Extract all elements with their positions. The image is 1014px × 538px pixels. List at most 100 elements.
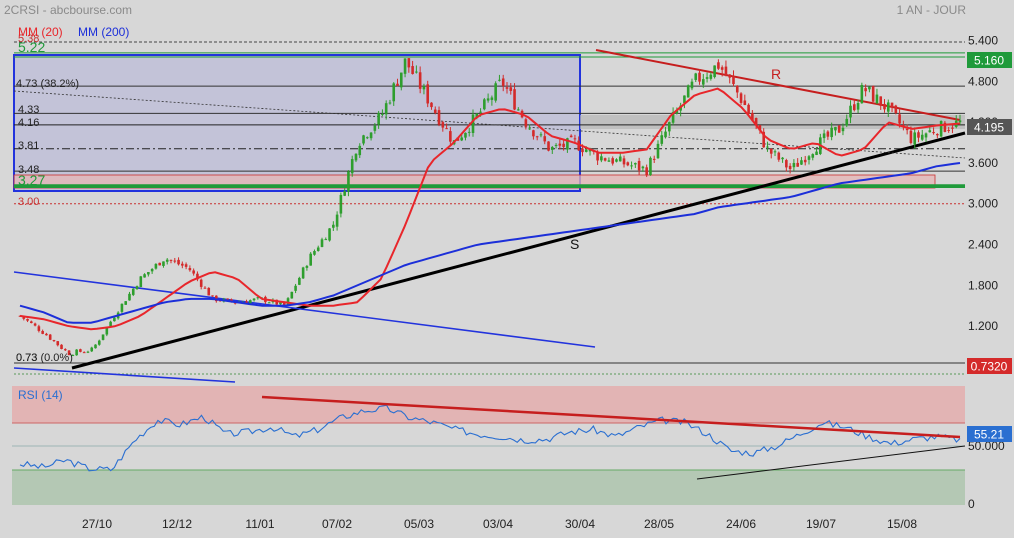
rsi-panel-overbought: [12, 386, 965, 423]
candle-body: [332, 224, 335, 228]
candle-body: [30, 321, 33, 323]
candle-body: [392, 83, 396, 102]
candle-body: [841, 127, 845, 132]
candle-body: [45, 333, 48, 336]
candle-body: [837, 125, 841, 133]
support-line: [71, 131, 966, 370]
candle-body: [169, 259, 173, 261]
candle-body: [290, 291, 294, 299]
candle-body: [875, 94, 879, 104]
candle-body: [430, 102, 433, 108]
candle-body: [248, 300, 252, 304]
candle-body: [94, 344, 97, 349]
candle-body: [890, 102, 894, 108]
candle-body: [581, 148, 584, 153]
rsi-title: RSI (14): [18, 388, 63, 402]
down-channel-line: [13, 367, 236, 383]
badge-last-text: 4.195: [974, 121, 1004, 135]
candle-body: [335, 214, 339, 227]
moving-averages: [19, 87, 961, 331]
badge-low-text: 0.7320: [971, 360, 1008, 374]
candle-body: [917, 132, 920, 138]
candle-body: [671, 112, 675, 123]
rsi-lines: [19, 395, 966, 480]
level-label: 3.81: [18, 140, 39, 152]
candle-body: [471, 114, 475, 133]
candle-body: [192, 270, 195, 274]
candle-body: [418, 72, 422, 89]
candle-body: [769, 148, 773, 154]
candle-body: [705, 77, 709, 79]
candle-body: [558, 143, 562, 146]
candle-body: [79, 349, 82, 352]
candle-body: [490, 97, 494, 100]
candle-body: [641, 166, 645, 169]
candle-body: [86, 351, 90, 353]
candle-body: [951, 127, 954, 129]
candle-body: [52, 340, 56, 342]
candle-body: [562, 143, 565, 147]
candle-body: [864, 88, 867, 92]
candle-body: [324, 239, 328, 241]
candle-body: [834, 127, 837, 131]
candle-body: [347, 171, 350, 192]
support-label: S: [570, 236, 579, 252]
price-tick: 1.200: [968, 319, 998, 333]
candle-body: [75, 349, 78, 356]
level-labels: 5.385.22 4.73 (38.2%) 4.334.16 3.81 3.483.27…: [16, 33, 79, 364]
candle-body: [652, 158, 656, 160]
level-label: 5.22: [18, 39, 45, 55]
candle-body: [82, 352, 86, 354]
rsi-resistance-line: [261, 395, 961, 439]
candle-body: [199, 279, 203, 287]
candle-body: [913, 132, 916, 145]
candle-body: [920, 134, 924, 140]
candle-body: [196, 273, 199, 280]
candle-body: [909, 130, 913, 143]
candle-body: [656, 143, 660, 159]
candle-body: [362, 135, 365, 144]
rsi-line: [19, 404, 961, 472]
consolidation-box: [13, 54, 581, 192]
date-tick: 27/10: [82, 517, 112, 531]
candle-body: [871, 86, 875, 102]
candle-body: [184, 264, 188, 267]
price-tick: 3.000: [968, 197, 998, 211]
candle-body: [626, 162, 630, 166]
candle-body: [947, 129, 950, 131]
candle-body: [124, 301, 128, 305]
rsi-tick-0: 0: [968, 497, 975, 511]
date-tick: 03/04: [483, 517, 513, 531]
candle-body: [256, 297, 260, 299]
candle-body: [524, 119, 528, 127]
candle-body: [634, 162, 637, 165]
candle-body: [781, 157, 784, 160]
candle-body: [566, 138, 569, 150]
candle-body: [97, 340, 101, 345]
candle-body: [286, 298, 290, 305]
level-label: 3.27: [18, 172, 45, 188]
candle-body: [158, 262, 161, 266]
candle-body: [301, 267, 305, 279]
legend-ma20: MM (20): [18, 25, 63, 39]
candle-body: [928, 130, 932, 133]
candle-body: [728, 74, 732, 78]
candle-body: [709, 74, 713, 79]
candle-body: [762, 131, 765, 148]
candle-body: [879, 96, 883, 106]
candle-body: [252, 298, 256, 301]
candle-body: [135, 286, 139, 290]
rsi-panel-oversold: [12, 470, 965, 505]
legend-ma200: MM (200): [78, 25, 129, 39]
candle-body: [403, 58, 407, 74]
candle-body: [282, 301, 286, 306]
candle-body: [177, 259, 180, 265]
candle-body: [267, 302, 271, 304]
candle-body: [388, 102, 392, 104]
candle-body: [328, 228, 331, 241]
candle-body: [460, 137, 463, 141]
candle-body: [600, 156, 603, 161]
candle-body: [554, 144, 558, 146]
level-label: 4.33: [18, 104, 39, 116]
candle-body: [800, 160, 803, 165]
